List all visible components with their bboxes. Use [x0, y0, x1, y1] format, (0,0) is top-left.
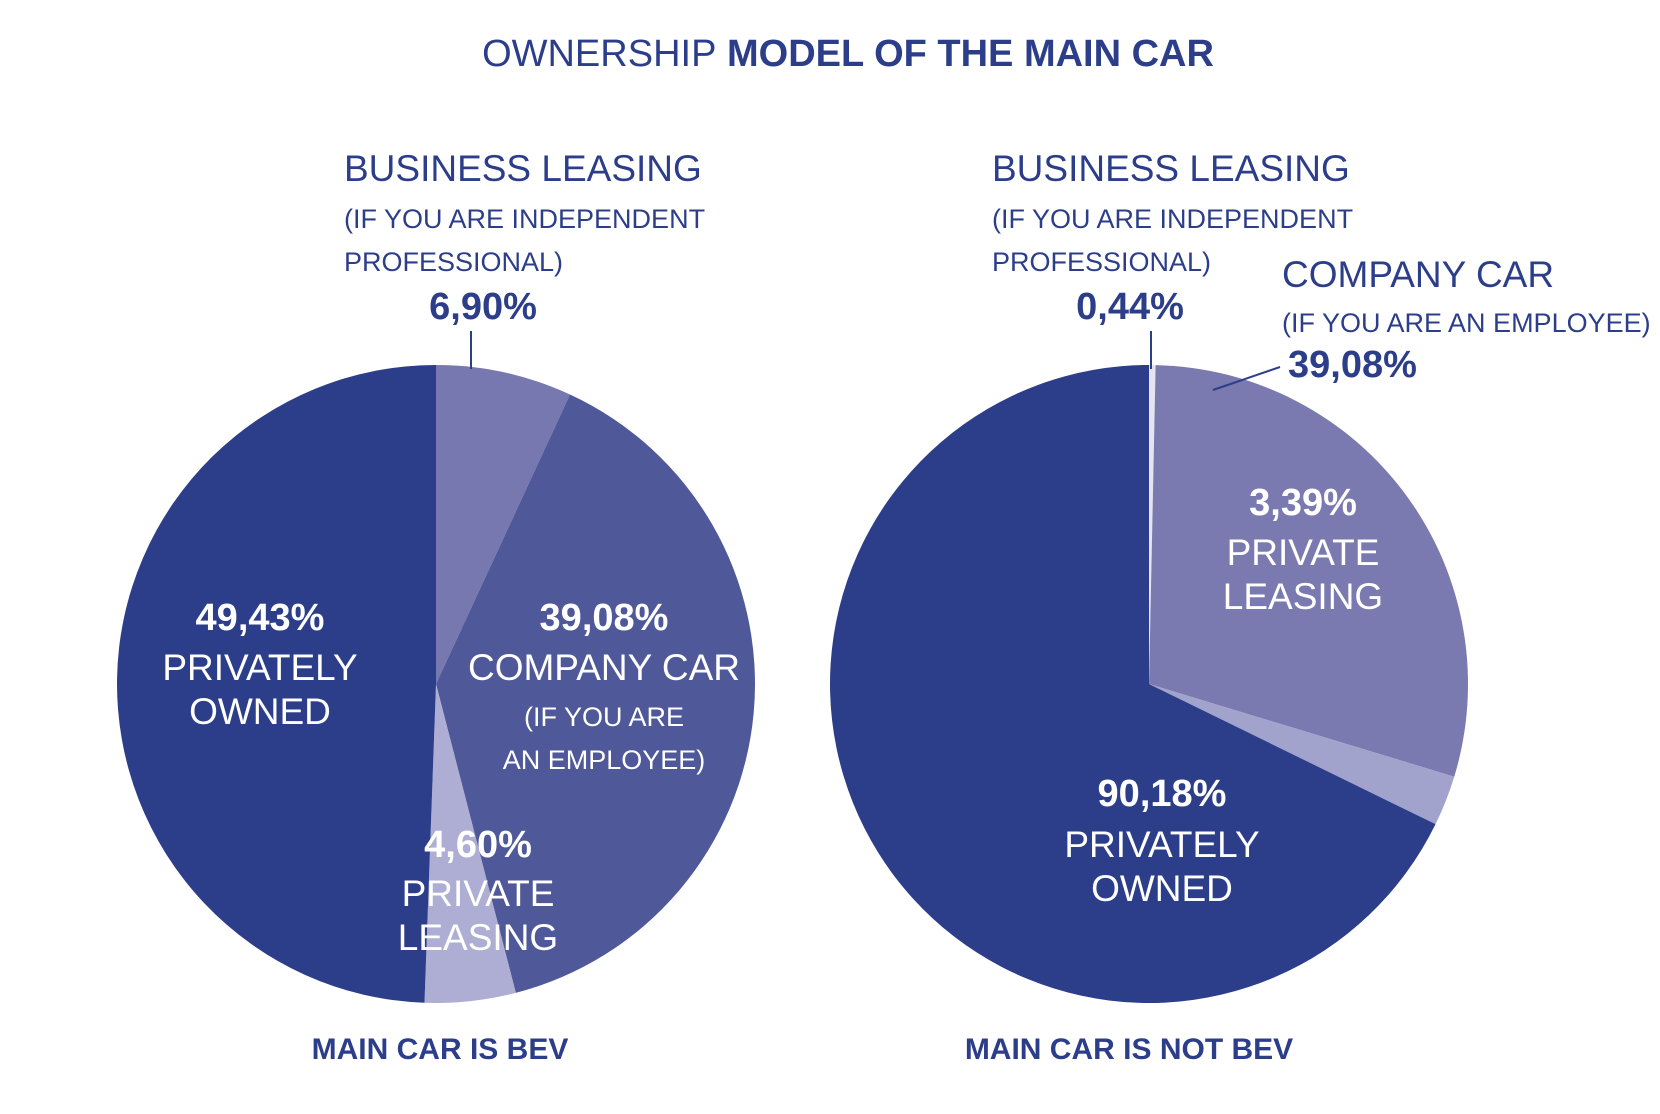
pie-subtitle: MAIN CAR IS BEV	[312, 1033, 569, 1066]
pie-slice	[436, 365, 570, 684]
slice-note: (IF YOU ARE INDEPENDENT	[344, 204, 705, 234]
slice-name: OWNED	[1091, 868, 1233, 909]
slice-name: BUSINESS LEASING	[992, 148, 1350, 189]
slice-note: (IF YOU ARE AN EMPLOYEE)	[1282, 308, 1651, 338]
slice-note: AN EMPLOYEE)	[503, 745, 706, 775]
slice-note: (IF YOU ARE	[524, 702, 684, 732]
slice-name: OWNED	[189, 691, 331, 732]
value-label: 90,18%	[1098, 773, 1227, 815]
slice-note: PROFESSIONAL)	[344, 247, 563, 277]
value-label: 39,08%	[1288, 344, 1417, 386]
chart-title: OWNERSHIP MODEL OF THE MAIN CAR	[482, 33, 1214, 75]
value-label: 49,43%	[196, 597, 325, 639]
value-label: 4,60%	[424, 824, 532, 866]
slice-name: BUSINESS LEASING	[344, 148, 702, 189]
pie-slice	[1149, 365, 1156, 684]
pie-slice	[424, 684, 516, 1003]
pie-subtitle: MAIN CAR IS NOT BEV	[965, 1033, 1293, 1066]
pie-slice	[830, 365, 1436, 1003]
value-label: 0,44%	[1076, 286, 1184, 328]
slice-name: COMPANY CAR	[1282, 254, 1554, 295]
value-label: 39,08%	[540, 597, 669, 639]
slice-note: (IF YOU ARE INDEPENDENT	[992, 204, 1353, 234]
title-bold: MODEL OF THE MAIN CAR	[727, 33, 1214, 75]
slice-name: LEASING	[1223, 576, 1383, 617]
value-label: 6,90%	[429, 286, 537, 328]
leader-line	[1212, 366, 1281, 391]
pie-slice	[1149, 365, 1468, 777]
slice-note: PROFESSIONAL)	[992, 247, 1211, 277]
slice-name: PRIVATELY	[1064, 824, 1259, 865]
pie-slice	[436, 394, 755, 993]
title-light: OWNERSHIP	[482, 33, 716, 75]
pie-slice	[117, 364, 437, 1003]
pie-slice	[1149, 684, 1455, 825]
slice-name: PRIVATE	[402, 873, 555, 914]
slice-name: COMPANY CAR	[468, 647, 740, 688]
slice-name: PRIVATELY	[162, 647, 357, 688]
slice-name: LEASING	[398, 917, 558, 958]
value-label: 3,39%	[1249, 482, 1357, 524]
slice-name: PRIVATE	[1227, 532, 1380, 573]
